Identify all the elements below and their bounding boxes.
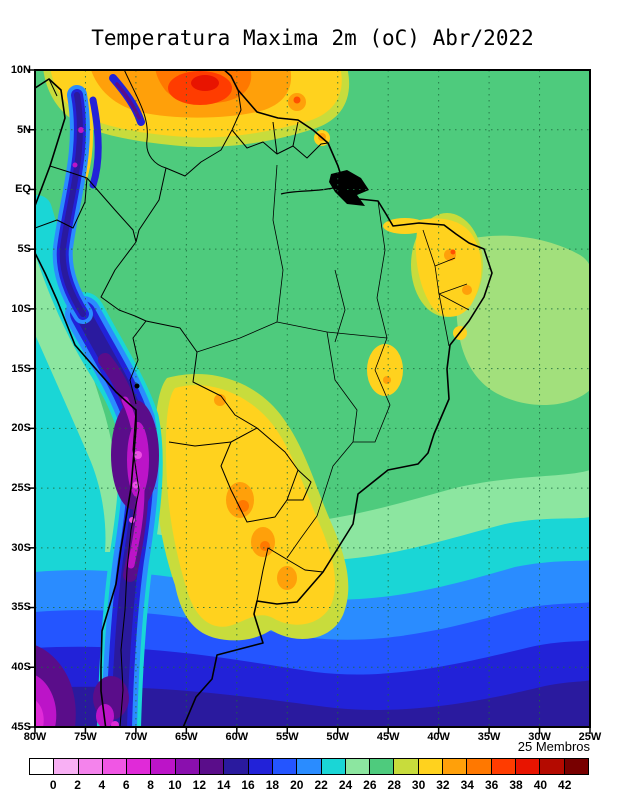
colorbar-cell: [247, 758, 273, 775]
colorbar-tick-label: 42: [558, 778, 572, 792]
temperature-field: [35, 70, 590, 727]
chart-title: Temperatura Maxima 2m (oC) Abr/2022: [91, 26, 534, 50]
colorbar-cell: [53, 758, 79, 775]
y-tick-label: 45S: [11, 720, 31, 733]
ensemble-members-label: 25 Membros: [517, 739, 590, 754]
colorbar-tick-label: 2: [74, 778, 81, 792]
x-tick-label: 75W: [74, 731, 97, 743]
colorbar-cell: [490, 758, 516, 775]
x-tick-label: 60W: [225, 731, 249, 743]
y-tick-label: 10N: [10, 64, 31, 76]
x-axis: 80W 75W 70W 65W 60W 55W 50W 45W 40W 35W …: [10, 731, 615, 744]
amazon-delta: [280, 170, 369, 206]
colorbar-cell: [344, 758, 371, 775]
colorbar-cell: [369, 758, 395, 775]
x-tick-label: 25W: [578, 731, 602, 743]
x-tick-label: 30W: [528, 731, 551, 743]
colorbar-cell: [417, 758, 444, 775]
x-tick-label: 40W: [427, 731, 450, 743]
colorbar: [29, 758, 589, 775]
colorbar-cell: [174, 758, 201, 775]
colorbar-tick-label: 0: [49, 778, 57, 792]
colorbar-cell: [101, 758, 128, 775]
y-tick-label: 15S: [11, 362, 31, 375]
colorbar-tick-label: 32: [436, 778, 450, 792]
coastline: [35, 70, 493, 727]
colorbar-tick-label: 12: [192, 778, 207, 792]
y-tick-label: 40S: [11, 661, 31, 674]
colorbar-cell: [442, 758, 468, 775]
map-plot: [28, 69, 591, 734]
colorbar-tick-label: 36: [484, 778, 499, 792]
y-tick-label: 35S: [11, 601, 31, 614]
y-axis: 10N 5N EQ 5S 10S 15S 20S 25S 30S 35S 40S…: [0, 64, 31, 734]
colorbar-cell: [563, 758, 589, 775]
map-svg: [28, 69, 591, 734]
colorbar-tick-label: 24: [338, 778, 353, 792]
y-tick-label: EQ: [15, 183, 31, 196]
colorbar-tick-label: 10: [168, 778, 182, 792]
x-tick-label: 45W: [376, 731, 400, 743]
colorbar-tick-label: 40: [533, 778, 548, 792]
y-tick-label: 30S: [11, 541, 31, 554]
colorbar-tick-label: 30: [411, 778, 426, 792]
x-tick-label: 80W: [23, 731, 47, 743]
colorbar-cell: [393, 758, 419, 775]
colorbar-cell: [320, 758, 346, 775]
colorbar-tick-label: 18: [265, 778, 280, 792]
x-tick-label: 50W: [326, 731, 350, 743]
colorbar-cell: [29, 758, 55, 775]
colorbar-cell: [77, 758, 103, 775]
colorbar-cell: [223, 758, 249, 775]
colorbar-tick-label: 22: [314, 778, 328, 792]
colorbar-cell: [150, 758, 176, 775]
colorbar-tick-label: 16: [241, 778, 255, 792]
colorbar-tick-label: 34: [460, 778, 474, 792]
axis-ticks: [28, 69, 591, 734]
x-tick-label: 55W: [275, 731, 299, 743]
colorbar-cell: [466, 758, 492, 775]
plot-frame: [34, 69, 591, 728]
y-tick-label: 20S: [11, 422, 31, 435]
colorbar-tick-label: 26: [363, 778, 377, 792]
colorbar-tick-label: 8: [147, 778, 154, 792]
colorbar-labels: 0 2 4 6 8 10 12 14 16 18 20 22 24 26 28 …: [41, 778, 577, 792]
colorbar-cell: [296, 758, 322, 775]
x-tick-label: 35W: [477, 731, 501, 743]
colorbar-tick-label: 14: [217, 778, 231, 792]
y-tick-label: 5S: [17, 243, 31, 256]
colorbar-cell: [271, 758, 298, 775]
state-borders: [196, 164, 470, 559]
x-tick-label: 65W: [175, 731, 198, 743]
colorbar-tick-label: 4: [98, 778, 106, 792]
colorbar-tick-label: 38: [509, 778, 523, 792]
y-tick-label: 5N: [16, 123, 31, 136]
colorbar-tick-label: 6: [122, 778, 130, 792]
y-tick-label: 10S: [11, 302, 31, 315]
colorbar-cell: [126, 758, 152, 775]
colorbar-cell: [514, 758, 541, 775]
andes-cold-strip: [35, 74, 163, 727]
colorbar-cell: [539, 758, 565, 775]
x-tick-label: 70W: [124, 731, 148, 743]
colorbar-tick-label: 20: [290, 778, 304, 792]
y-tick-label: 25S: [11, 482, 31, 495]
colorbar-cell: [199, 758, 225, 775]
country-borders: [35, 70, 329, 727]
lake-titicaca: [134, 383, 140, 389]
colorbar-tick-label: 28: [387, 778, 401, 792]
